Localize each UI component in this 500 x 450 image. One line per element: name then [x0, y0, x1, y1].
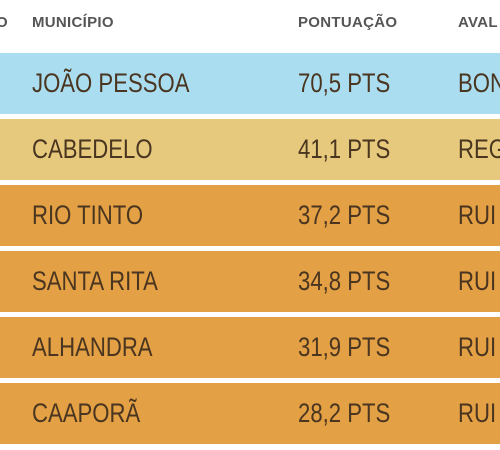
- cell-municipio: RIO TINTO: [32, 200, 144, 230]
- cell-municipio: CABEDELO: [32, 134, 153, 164]
- cell-avaliacao: RUI: [458, 200, 497, 230]
- cell-avaliacao: RUI: [458, 266, 497, 296]
- table-row: JOÃO PESSOA 70,5 PTS BON: [0, 53, 500, 114]
- cell-avaliacao: BON: [458, 68, 500, 98]
- cell-pontuacao: 28,2 PTS: [298, 398, 391, 428]
- table-row: RIO TINTO 37,2 PTS RUI: [0, 185, 500, 246]
- table-row: CAAPORÃ 28,2 PTS RUI: [0, 383, 500, 444]
- table-row: ALHANDRA 31,9 PTS RUI: [0, 317, 500, 378]
- cell-pontuacao: 34,8 PTS: [298, 266, 391, 296]
- cell-avaliacao: RUI: [458, 332, 497, 362]
- table-header: O MUNICÍPIO PONTUAÇÃO AVAL: [0, 0, 500, 48]
- cell-pontuacao: 41,1 PTS: [298, 134, 391, 164]
- cell-pontuacao: 31,9 PTS: [298, 332, 391, 362]
- header-pontuacao: PONTUAÇÃO: [298, 14, 398, 31]
- cell-pontuacao: 70,5 PTS: [298, 68, 391, 98]
- cell-avaliacao: REG: [458, 134, 500, 164]
- cell-municipio: JOÃO PESSOA: [32, 68, 190, 98]
- cell-municipio: ALHANDRA: [32, 332, 153, 362]
- header-avaliacao: AVAL: [458, 14, 498, 31]
- header-rank: O: [0, 14, 8, 31]
- table-row: SANTA RITA 34,8 PTS RUI: [0, 251, 500, 312]
- table-body: JOÃO PESSOA 70,5 PTS BON CABEDELO 41,1 PTS RE…: [0, 53, 500, 449]
- cell-municipio: SANTA RITA: [32, 266, 158, 296]
- table-row: CABEDELO 41,1 PTS REG: [0, 119, 500, 180]
- header-municipio: MUNICÍPIO: [32, 14, 114, 31]
- cell-municipio: CAAPORÃ: [32, 398, 141, 428]
- cell-pontuacao: 37,2 PTS: [298, 200, 391, 230]
- cell-avaliacao: RUI: [458, 398, 497, 428]
